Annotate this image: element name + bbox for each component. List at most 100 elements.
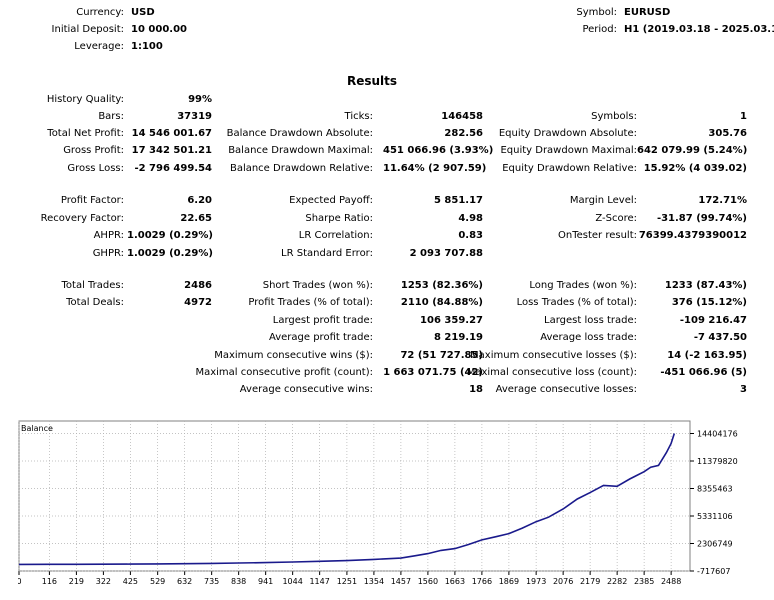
col3-label: Loss Trades (% of total):: [516, 297, 637, 308]
col2-label: Sharpe Ratio:: [305, 213, 373, 224]
col3-value: -31.87 (99.74%): [656, 213, 747, 224]
balance-line: [18, 433, 676, 566]
col2-label: Ticks:: [344, 111, 373, 122]
leverage-label: Leverage:: [74, 41, 124, 52]
col2-label: Balance Drawdown Maximal:: [228, 145, 373, 156]
col2-value: 18: [469, 384, 483, 395]
balance-chart: 0 116 219 322 425 529 632 735 838 941 1044 1147 1251…: [18, 420, 738, 586]
col3-value: 14 (-2 163.95): [667, 350, 747, 361]
col2-label: Largest profit trade:: [272, 315, 373, 326]
currency-value: USD: [131, 7, 155, 18]
x-tick-label: 1663: [445, 577, 465, 586]
col1-value: 14 546 001.67: [131, 128, 212, 139]
x-tick-label: 219: [69, 577, 84, 586]
col1-value: 2486: [184, 280, 212, 291]
col1-label: AHPR:: [93, 230, 124, 241]
col1-value: 17 342 501.21: [131, 145, 212, 156]
col2-label: Maximum consecutive wins ($):: [214, 350, 373, 361]
col2-label: Average profit trade:: [268, 332, 373, 343]
col3-label: Average consecutive losses:: [495, 384, 637, 395]
symbol-value: EURUSD: [624, 7, 671, 18]
col2-value: 11.64% (2 907.59): [383, 163, 487, 174]
col2-value: 1253 (82.36%): [400, 280, 483, 291]
col3-value: 642 079.99 (5.24%): [637, 145, 748, 156]
x-tick-label: 735: [204, 577, 219, 586]
x-tick-label: 1251: [337, 577, 357, 586]
col3-label: Long Trades (won %):: [529, 280, 637, 291]
x-tick-label: 0: [18, 577, 22, 586]
x-tick-label: 1869: [499, 577, 519, 586]
col3-value: 172.71%: [698, 195, 747, 206]
col1-label: Gross Loss:: [67, 163, 124, 174]
col1-label: Total Trades:: [61, 280, 125, 291]
col3-label: Symbols:: [591, 111, 637, 122]
col3-label: Equity Drawdown Relative:: [502, 163, 637, 174]
x-tick-label: 2076: [553, 577, 573, 586]
col3-value: 1233 (87.43%): [664, 280, 747, 291]
y-tick-label: 2306749: [697, 540, 733, 549]
col2-value: 282.56: [444, 128, 483, 139]
col3-label: Maximum consecutive losses ($):: [470, 350, 637, 361]
col3-value: 376 (15.12%): [671, 297, 747, 308]
col3-value: 76399.4379390012: [638, 230, 747, 241]
col1-value: 6.20: [187, 195, 212, 206]
col1-label: Recovery Factor:: [40, 213, 124, 224]
col3-label: Z-Score:: [595, 213, 637, 224]
x-tick-label: 838: [231, 577, 246, 586]
col2-value: 146458: [441, 111, 483, 122]
x-tick-label: 2179: [580, 577, 600, 586]
y-tick-label: 11379820: [697, 457, 738, 466]
x-tick-label: 2385: [634, 577, 654, 586]
col2-value: 8 219.19: [433, 332, 483, 343]
col2-label: Average consecutive wins:: [239, 384, 373, 395]
x-tick-label: 1766: [472, 577, 492, 586]
x-tick-label: 425: [123, 577, 138, 586]
col3-value: -7 437.50: [693, 332, 747, 343]
col3-value: -109 216.47: [679, 315, 747, 326]
col1-value: 1.0029 (0.29%): [127, 230, 213, 241]
col3-value: 305.76: [708, 128, 747, 139]
col1-value: 22.65: [180, 213, 212, 224]
initial-deposit-value: 10 000.00: [131, 24, 187, 35]
col2-value: 2110 (84.88%): [400, 297, 483, 308]
col3-label: Margin Level:: [569, 195, 637, 206]
col1-label: Gross Profit:: [63, 145, 124, 156]
col3-value: 1: [740, 111, 747, 122]
x-tick-label: 1354: [364, 577, 384, 586]
col2-label: Maximal consecutive profit (count):: [195, 367, 373, 378]
currency-label: Currency:: [76, 7, 124, 18]
x-tick-label: 1457: [391, 577, 411, 586]
col1-value: 37319: [177, 111, 212, 122]
symbol-label: Symbol:: [576, 7, 617, 18]
col2-value: 72 (51 727.85): [400, 350, 483, 361]
x-tick-label: 941: [258, 577, 273, 586]
col1-value: 99%: [188, 94, 212, 105]
col3-label: Average loss trade:: [540, 332, 637, 343]
chart-title: Balance: [21, 424, 53, 433]
col2-label: Balance Drawdown Absolute:: [226, 128, 373, 139]
col1-label: Profit Factor:: [60, 195, 124, 206]
x-tick-label: 1044: [282, 577, 302, 586]
col2-value: 106 359.27: [420, 315, 483, 326]
initial-deposit-label: Initial Deposit:: [51, 24, 124, 35]
y-tick-label: 8355463: [697, 485, 733, 494]
col3-label: Maximal consecutive loss (count):: [466, 367, 637, 378]
col1-value: -2 796 499.54: [134, 163, 212, 174]
col3-label: Equity Drawdown Absolute:: [498, 128, 637, 139]
x-tick-label: 1147: [309, 577, 329, 586]
x-tick-label: 632: [177, 577, 192, 586]
col2-label: LR Standard Error:: [281, 248, 373, 259]
y-tick-label: 5331106: [697, 512, 733, 521]
y-tick-label: 14404176: [697, 430, 738, 439]
x-tick-label: 322: [96, 577, 111, 586]
col1-value: 1.0029 (0.29%): [127, 248, 213, 259]
results-title: Results: [346, 74, 398, 88]
x-tick-label: 1560: [418, 577, 438, 586]
col2-label: Short Trades (won %):: [262, 280, 373, 291]
col3-value: -451 066.96 (5): [660, 367, 747, 378]
col2-value: 5 851.17: [433, 195, 483, 206]
leverage-value: 1:100: [131, 41, 163, 52]
x-tick-label: 529: [150, 577, 165, 586]
col2-value: 451 066.96 (3.93%): [383, 145, 494, 156]
period-value: H1 (2019.03.18 - 2025.03.18): [624, 24, 774, 35]
